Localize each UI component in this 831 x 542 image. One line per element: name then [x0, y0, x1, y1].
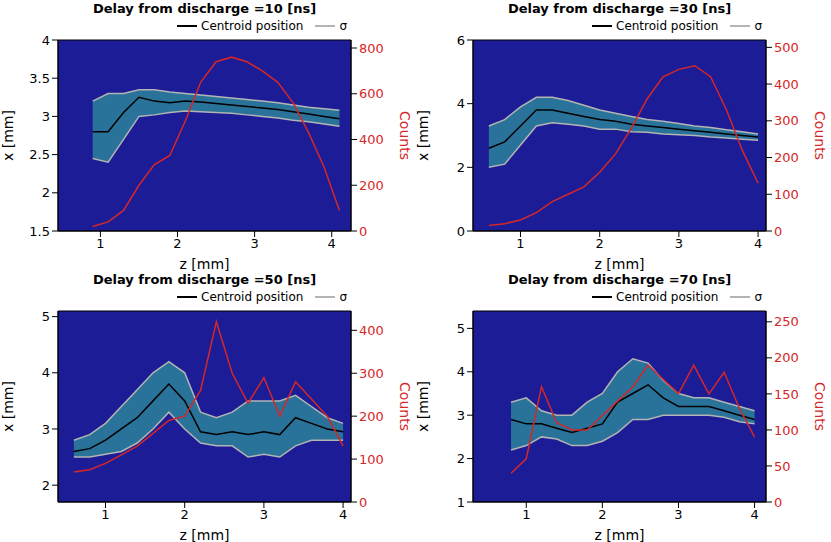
svg-text:3: 3: [674, 507, 682, 522]
svg-text:250: 250: [774, 314, 799, 329]
svg-text:4: 4: [754, 236, 762, 251]
svg-text:4: 4: [42, 365, 50, 380]
svg-text:200: 200: [774, 350, 799, 365]
html-text:σ: σ: [754, 19, 762, 33]
svg-text:3: 3: [42, 109, 50, 124]
svg-text:400: 400: [774, 77, 799, 92]
svg-text:z [mm]: z [mm]: [595, 527, 645, 542]
svg-text:x [mm]: x [mm]: [415, 110, 431, 161]
svg-text:1: 1: [457, 495, 465, 510]
svg-text:5: 5: [457, 321, 465, 336]
svg-text:3: 3: [675, 236, 683, 251]
svg-text:Counts: Counts: [812, 111, 828, 160]
svg-text:x [mm]: x [mm]: [0, 381, 16, 432]
html-text:Delay from discharge =30 [ns]: Delay from discharge =30 [ns]: [507, 1, 732, 16]
svg-text:z [mm]: z [mm]: [180, 256, 230, 271]
html-text:Centroid position: Centroid position: [201, 290, 304, 304]
svg-text:2: 2: [457, 451, 465, 466]
svg-text:150: 150: [774, 387, 799, 402]
svg-text:2: 2: [457, 160, 465, 175]
svg-text:100: 100: [774, 187, 799, 202]
svg-text:0: 0: [359, 224, 367, 239]
svg-text:300: 300: [359, 366, 384, 381]
html-text:Centroid position: Centroid position: [201, 19, 304, 33]
svg-text:200: 200: [359, 178, 384, 193]
html-text:Delay from discharge =50 [ns]: Delay from discharge =50 [ns]: [92, 272, 317, 287]
svg-text:800: 800: [359, 41, 384, 56]
svg-text:x [mm]: x [mm]: [0, 110, 16, 161]
svg-text:400: 400: [359, 132, 384, 147]
svg-text:4: 4: [457, 364, 465, 379]
svg-text:2: 2: [181, 507, 189, 522]
svg-text:0: 0: [774, 224, 782, 239]
html-text:Delay from discharge =10 [ns]: Delay from discharge =10 [ns]: [92, 1, 317, 16]
html-text:σ: σ: [339, 290, 347, 304]
svg-text:2: 2: [42, 185, 50, 200]
svg-text:2: 2: [173, 236, 181, 251]
svg-text:100: 100: [774, 423, 799, 438]
svg-text:5: 5: [42, 309, 50, 324]
svg-text:4: 4: [328, 236, 336, 251]
svg-text:Counts: Counts: [397, 111, 413, 160]
svg-text:3: 3: [260, 507, 268, 522]
svg-text:1: 1: [101, 507, 109, 522]
svg-text:4: 4: [42, 34, 50, 48]
svg-text:6: 6: [457, 34, 465, 48]
html-text:Centroid position: Centroid position: [616, 290, 719, 304]
html-text:σ: σ: [754, 290, 762, 304]
svg-text:4: 4: [750, 507, 758, 522]
svg-text:1: 1: [96, 236, 104, 251]
svg-text:2.5: 2.5: [29, 147, 50, 162]
svg-text:200: 200: [774, 150, 799, 165]
svg-text:400: 400: [359, 323, 384, 338]
svg-text:3.5: 3.5: [29, 71, 50, 86]
svg-text:50: 50: [774, 459, 791, 474]
svg-text:Counts: Counts: [812, 382, 828, 431]
svg-text:1: 1: [516, 236, 524, 251]
svg-text:3: 3: [250, 236, 258, 251]
svg-text:z [mm]: z [mm]: [595, 256, 645, 271]
svg-text:0: 0: [774, 495, 782, 510]
svg-text:500: 500: [774, 40, 799, 55]
svg-text:100: 100: [359, 452, 384, 467]
html-text:σ: σ: [339, 19, 347, 33]
svg-text:1.5: 1.5: [29, 224, 50, 239]
svg-text:2: 2: [598, 507, 606, 522]
svg-text:3: 3: [457, 408, 465, 423]
svg-text:0: 0: [457, 224, 465, 239]
svg-text:200: 200: [359, 409, 384, 424]
svg-text:Counts: Counts: [397, 382, 413, 431]
svg-text:4: 4: [457, 96, 465, 111]
svg-text:4: 4: [339, 507, 347, 522]
html-text:Centroid position: Centroid position: [616, 19, 719, 33]
svg-text:z [mm]: z [mm]: [180, 527, 230, 542]
svg-text:3: 3: [42, 422, 50, 437]
svg-text:2: 2: [42, 478, 50, 493]
svg-text:x [mm]: x [mm]: [415, 381, 431, 432]
svg-text:300: 300: [774, 113, 799, 128]
svg-text:2: 2: [596, 236, 604, 251]
svg-text:600: 600: [359, 86, 384, 101]
svg-text:1: 1: [522, 507, 530, 522]
svg-text:0: 0: [359, 495, 367, 510]
html-text:Delay from discharge =70 [ns]: Delay from discharge =70 [ns]: [507, 272, 732, 287]
